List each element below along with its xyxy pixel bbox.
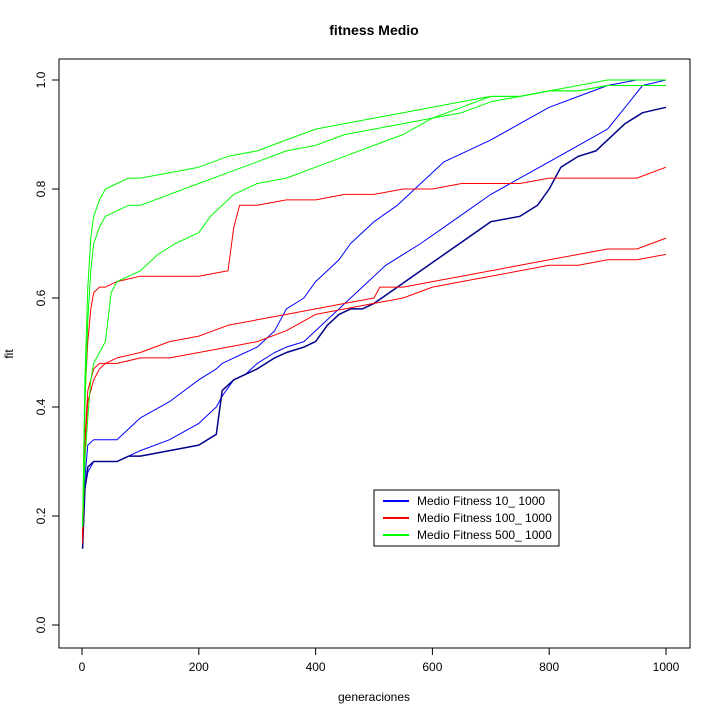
x-tick-label: 600 [422, 660, 442, 674]
y-axis-label: fit [2, 349, 16, 359]
series-line-10-2 [82, 79, 666, 538]
y-tick-label: 0.2 [34, 507, 48, 524]
series-line-500-7 [82, 85, 666, 527]
series-line-100-4 [82, 166, 667, 538]
y-tick-label: 0.6 [34, 289, 48, 306]
series-line-500-9 [82, 85, 666, 527]
legend: Medio Fitness 10_ 1000 Medio Fitness 100… [373, 489, 560, 547]
series-line-10-1 [82, 79, 667, 538]
y-tick-label: 0.8 [34, 180, 48, 197]
legend-label-10: Medio Fitness 10_ 1000 [417, 494, 545, 508]
series-line-100-6 [82, 253, 667, 544]
series-line-10-3 [81, 106, 667, 549]
x-axis-label: generaciones [338, 690, 410, 704]
plot-frame [58, 58, 691, 649]
x-tick-label: 400 [306, 660, 326, 674]
y-tick-label: 1.0 [34, 71, 48, 88]
axes: 0 200 400 600 800 1000 0.0 0.2 0.4 0.6 0.8 1.0 [34, 71, 679, 674]
legend-label-500: Medio Fitness 500_ 1000 [417, 528, 552, 542]
y-tick-label: 0.4 [34, 398, 48, 415]
chart-title: fitness Medio [329, 22, 418, 38]
series-line-100-5 [82, 237, 667, 538]
series-layer [81, 79, 667, 549]
x-tick-label: 200 [189, 660, 209, 674]
x-tick-label: 1000 [653, 660, 680, 674]
legend-label-100: Medio Fitness 100_ 1000 [417, 511, 552, 525]
y-tick-label: 0.0 [34, 616, 48, 633]
x-tick-label: 800 [539, 660, 559, 674]
x-tick-label: 0 [79, 660, 86, 674]
